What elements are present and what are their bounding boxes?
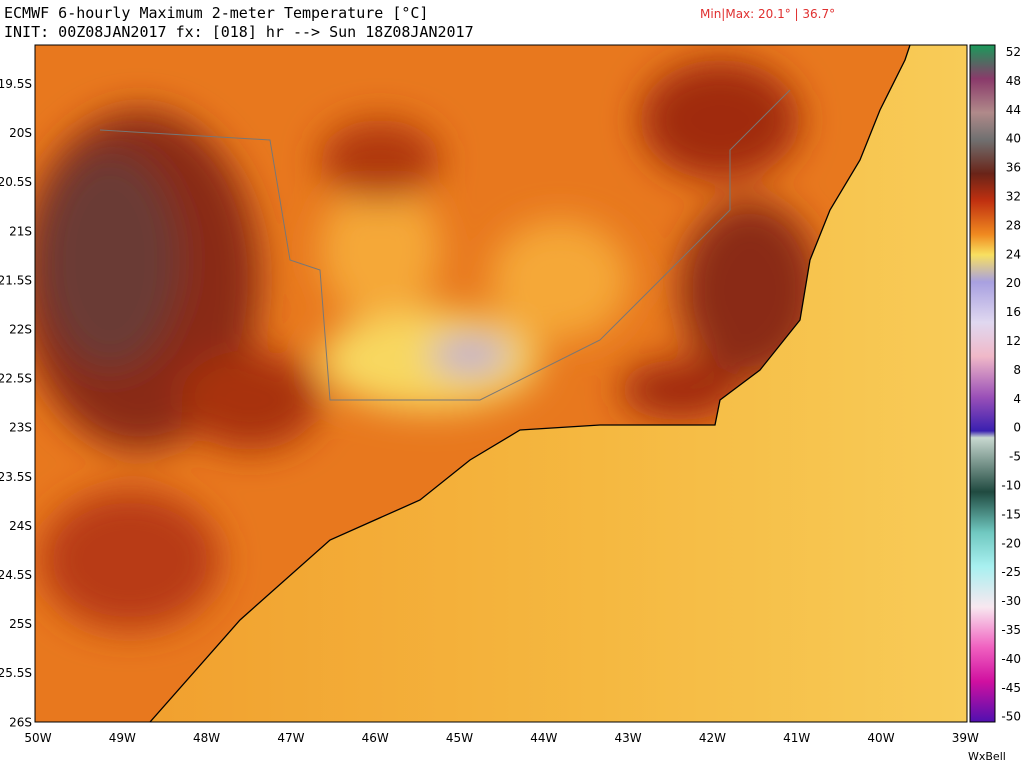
min-max: Min|Max: 20.1° | 36.7° — [700, 7, 835, 21]
colorbar-label: -40 — [1001, 652, 1021, 666]
colorbar-label: 16 — [1006, 305, 1021, 319]
lon-label: 39W — [952, 731, 979, 745]
colorbar-label: 24 — [1006, 247, 1021, 261]
colorbar-label: 28 — [1006, 218, 1021, 232]
brand: WxBell — [968, 750, 1006, 763]
colorbar-label: 52 — [1006, 45, 1021, 59]
colorbar-label: 36 — [1006, 161, 1021, 175]
colorbar-label: 32 — [1006, 190, 1021, 204]
lat-label: 26S — [9, 715, 32, 729]
lat-label: 20.5S — [0, 175, 32, 189]
colorbar-label: -15 — [1001, 507, 1021, 521]
lon-label: 43W — [615, 731, 642, 745]
lat-label: 22S — [9, 323, 32, 337]
lat-label: 25.5S — [0, 666, 32, 680]
lon-label: 42W — [699, 731, 726, 745]
colorbar-label: 44 — [1006, 103, 1021, 117]
lon-label: 40W — [867, 731, 894, 745]
lon-label: 41W — [783, 731, 810, 745]
lon-label: 45W — [446, 731, 473, 745]
colorbar-label: 40 — [1006, 132, 1021, 146]
lon-label: 46W — [362, 731, 389, 745]
colorbar-label: -30 — [1001, 594, 1021, 608]
colorbar-label: -20 — [1001, 536, 1021, 550]
lon-label: 44W — [530, 731, 557, 745]
colorbar-label: 20 — [1006, 276, 1021, 290]
colorbar-label: -50 — [1001, 710, 1021, 724]
colorbar-label: 0 — [1013, 421, 1021, 435]
subtitle: INIT: 00Z08JAN2017 fx: [018] hr --> Sun … — [4, 23, 474, 41]
colorbar-label: -35 — [1001, 623, 1021, 637]
lat-label: 19.5S — [0, 77, 32, 91]
lon-label: 48W — [193, 731, 220, 745]
colorbar-label: 4 — [1013, 392, 1021, 406]
colorbar-label: -25 — [1001, 565, 1021, 579]
colorbar-label: 48 — [1006, 74, 1021, 88]
colorbar-label: -10 — [1001, 479, 1021, 493]
lon-label: 47W — [277, 731, 304, 745]
lon-label: 50W — [24, 731, 51, 745]
lat-label: 21S — [9, 224, 32, 238]
colorbar — [969, 44, 996, 723]
colorbar-label: -45 — [1001, 681, 1021, 695]
lat-label: 21.5S — [0, 273, 32, 287]
lat-label: 24.5S — [0, 568, 32, 582]
lat-label: 24S — [9, 519, 32, 533]
lat-label: 25S — [9, 617, 32, 631]
colorbar-label: -5 — [1009, 450, 1021, 464]
map — [35, 45, 967, 722]
lat-label: 23.5S — [0, 470, 32, 484]
lat-label: 23S — [9, 421, 32, 435]
lat-label: 20S — [9, 126, 32, 140]
title: ECMWF 6-hourly Maximum 2-meter Temperatu… — [4, 4, 428, 22]
colorbar-label: 8 — [1013, 363, 1021, 377]
lon-label: 49W — [109, 731, 136, 745]
lat-label: 22.5S — [0, 372, 32, 386]
colorbar-label: 12 — [1006, 334, 1021, 348]
